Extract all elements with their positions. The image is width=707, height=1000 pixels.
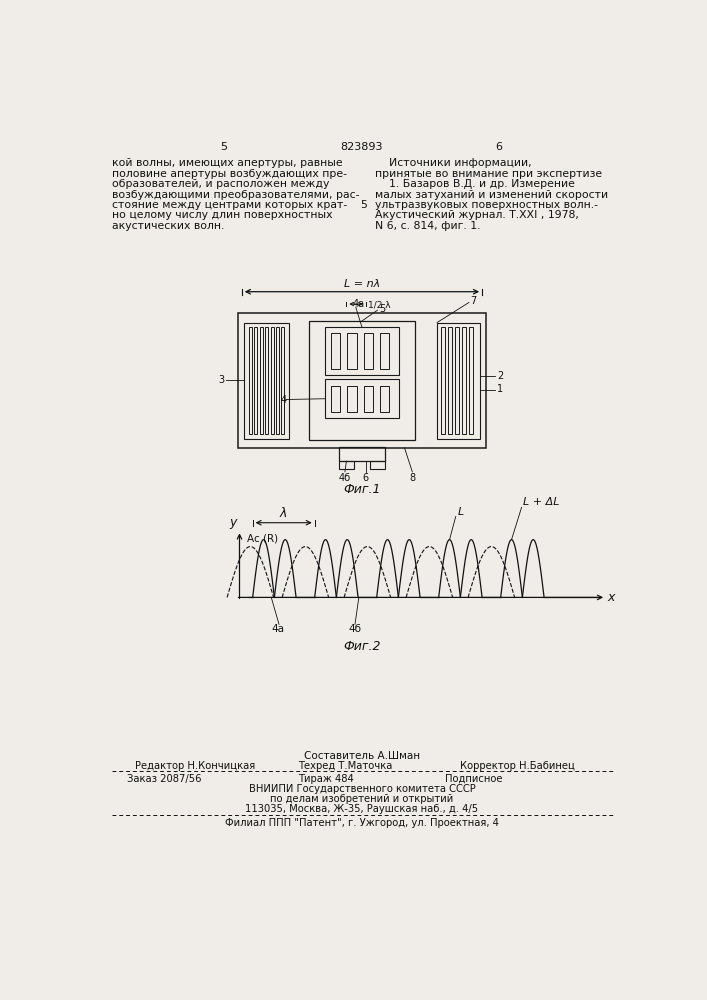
Text: возбуждающими преобразователями, рас-: возбуждающими преобразователями, рас-	[112, 190, 359, 200]
Text: 113035, Москва, Ж-35, Раушская наб., д. 4/5: 113035, Москва, Ж-35, Раушская наб., д. …	[245, 804, 479, 814]
Bar	[469, 327, 473, 434]
Bar	[437, 323, 480, 439]
Text: Подписное: Подписное	[445, 774, 503, 784]
Text: 6: 6	[496, 142, 503, 152]
Bar	[331, 386, 340, 412]
Text: ВНИИПИ Государственного комитета СССР: ВНИИПИ Государственного комитета СССР	[249, 784, 475, 794]
Text: Корректор Н.Бабинец: Корректор Н.Бабинец	[460, 761, 575, 771]
Text: Фиг.1: Фиг.1	[343, 483, 380, 496]
Text: Редактор Н.Кончицкая: Редактор Н.Кончицкая	[135, 761, 255, 771]
Bar	[455, 327, 459, 434]
Bar	[331, 333, 340, 369]
Text: 2: 2	[497, 371, 503, 381]
Bar	[249, 327, 252, 434]
Bar	[347, 386, 356, 412]
Bar	[259, 327, 263, 434]
Bar	[339, 447, 385, 461]
Bar	[363, 333, 373, 369]
Text: 3: 3	[218, 375, 224, 385]
Text: принятые во внимание при экспертизе: принятые во внимание при экспертизе	[375, 169, 602, 179]
Bar	[309, 321, 414, 440]
Text: по делам изобретений и открытий: по делам изобретений и открытий	[270, 794, 454, 804]
Text: 6: 6	[363, 473, 369, 483]
Text: кой волны, имеющих апертуры, равные: кой волны, имеющих апертуры, равные	[112, 158, 342, 168]
Text: 4a: 4a	[271, 624, 284, 634]
Bar	[462, 327, 466, 434]
Bar	[325, 379, 399, 418]
Bar	[244, 323, 289, 439]
Bar	[281, 327, 284, 434]
Bar	[441, 327, 445, 434]
Text: L + ΔL: L + ΔL	[523, 497, 560, 507]
Text: Акустический журнал. Т.XXI , 1978,: Акустический журнал. Т.XXI , 1978,	[375, 210, 579, 220]
Text: 4б: 4б	[349, 624, 361, 634]
Text: Фиг.2: Фиг.2	[343, 640, 380, 653]
Text: Составитель А.Шман: Составитель А.Шман	[304, 751, 420, 761]
Text: 1: 1	[497, 384, 503, 394]
Text: L = nλ: L = nλ	[344, 279, 380, 289]
Text: y: y	[230, 516, 237, 529]
Bar	[238, 313, 486, 448]
Bar	[265, 327, 268, 434]
Text: 5: 5	[361, 200, 368, 210]
Bar	[255, 327, 257, 434]
Bar	[325, 327, 399, 375]
Bar	[339, 461, 354, 469]
Text: Филиал ППП "Патент", г. Ужгород, ул. Проектная, 4: Филиал ППП "Патент", г. Ужгород, ул. Про…	[225, 818, 499, 828]
Text: L: L	[457, 507, 464, 517]
Text: λ: λ	[280, 507, 287, 520]
Text: Ac (R): Ac (R)	[247, 533, 279, 543]
Text: Источники информации,: Источники информации,	[375, 158, 532, 168]
Text: 8: 8	[409, 473, 416, 483]
Bar	[448, 327, 452, 434]
Text: 4б: 4б	[339, 473, 351, 483]
Text: половине апертуры возбуждающих пре-: половине апертуры возбуждающих пре-	[112, 169, 346, 179]
Bar	[347, 333, 356, 369]
Text: 4: 4	[281, 395, 287, 405]
Text: Заказ 2087/56: Заказ 2087/56	[127, 774, 201, 784]
Bar	[380, 333, 389, 369]
Text: стояние между центрами которых крат-: стояние между центрами которых крат-	[112, 200, 347, 210]
Text: x: x	[607, 591, 615, 604]
Bar	[363, 386, 373, 412]
Text: акустических волн.: акустических волн.	[112, 221, 224, 231]
Text: 4a: 4a	[353, 299, 365, 309]
Bar	[380, 386, 389, 412]
Text: 823893: 823893	[341, 142, 383, 152]
Bar	[370, 461, 385, 469]
Text: малых затуханий и изменений скорости: малых затуханий и изменений скорости	[375, 190, 608, 200]
Text: 7: 7	[470, 296, 477, 306]
Text: Тираж 484: Тираж 484	[298, 774, 354, 784]
Bar	[271, 327, 274, 434]
Text: 1. Базаров В.Д. и др. Измерение: 1. Базаров В.Д. и др. Измерение	[375, 179, 575, 189]
Text: 5: 5	[221, 142, 228, 152]
Text: N 6, с. 814, фиг. 1.: N 6, с. 814, фиг. 1.	[375, 221, 481, 231]
Text: ультразвуковых поверхностных волн.-: ультразвуковых поверхностных волн.-	[375, 200, 598, 210]
Text: 5: 5	[379, 304, 385, 314]
Text: но целому числу длин поверхностных: но целому числу длин поверхностных	[112, 210, 332, 220]
Text: Техред Т.Маточка: Техред Т.Маточка	[298, 761, 392, 771]
Text: образователей, и расположен между: образователей, и расположен между	[112, 179, 329, 189]
Text: 1/2 λ: 1/2 λ	[368, 300, 391, 309]
Bar	[276, 327, 279, 434]
